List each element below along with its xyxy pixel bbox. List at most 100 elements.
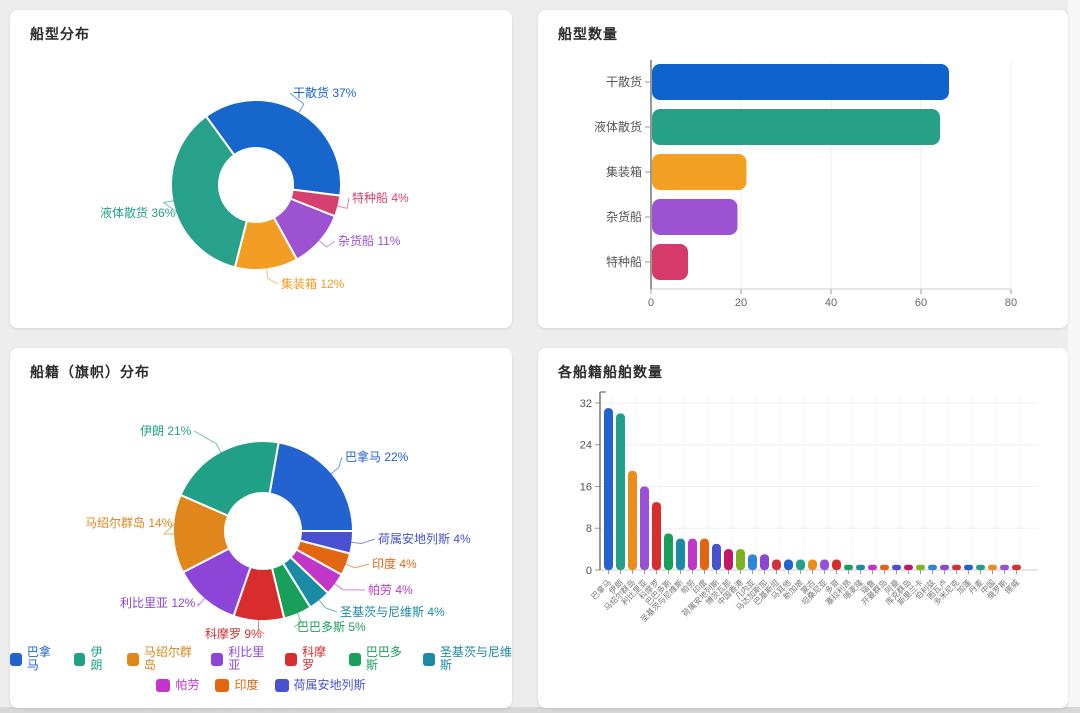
pie-label-集装箱: 集装箱 12% — [281, 276, 345, 291]
bar-伊朗[interactable] — [616, 413, 625, 570]
page-bottom-margin — [0, 707, 1080, 713]
bar-塞拉利昂[interactable] — [844, 564, 853, 570]
pie-label-line — [318, 240, 336, 248]
pie-label-line — [351, 538, 376, 545]
bar-库克群岛[interactable] — [904, 564, 913, 570]
legend-swatch — [215, 679, 230, 692]
bar-阿曼[interactable] — [892, 564, 901, 570]
bar-挪威[interactable] — [1012, 564, 1021, 570]
y-tick-label: 8 — [586, 523, 592, 535]
pie-label-马绍尔群岛: 马绍尔群岛 14% — [85, 515, 173, 530]
bar-圣基茨与尼维斯[interactable] — [676, 538, 685, 570]
legend-item-马绍尔群岛[interactable]: 马绍尔群岛 — [126, 646, 195, 672]
legend-swatch — [10, 652, 22, 666]
bar-巴拿马[interactable] — [604, 408, 613, 570]
x-tick-label: 80 — [1005, 297, 1017, 309]
flag-pie-legend: 巴拿马 伊朗 马绍尔群岛 利比里亚 科摩罗 巴巴多斯 圣基茨与尼维斯帕劳 印度 荷属安地列斯 — [10, 646, 512, 692]
legend-label: 圣基茨与尼维斯 — [439, 645, 512, 672]
bar-马耳他[interactable] — [784, 559, 793, 570]
legend-item-帕劳[interactable]: 帕劳 — [156, 679, 199, 692]
ship-type-donut-chart: 干散货 37% 特种船 4% 杂货船 11% 集装箱 12% 液体散货 36% — [100, 85, 409, 291]
pie-slice-伊朗[interactable] — [179, 440, 280, 518]
bar-印度[interactable] — [700, 538, 709, 570]
bar-俄罗斯[interactable] — [1000, 564, 1009, 570]
bar-开曼群岛[interactable] — [880, 564, 889, 570]
pie-label-line — [293, 612, 302, 628]
y-tick-label: 24 — [580, 440, 592, 452]
legend-item-利比里亚[interactable]: 利比里亚 — [211, 646, 269, 672]
pie-label-巴巴多斯: 巴巴多斯 5% — [297, 620, 366, 634]
pie-label-line — [193, 430, 222, 453]
pie-label-line — [162, 522, 176, 535]
legend-item-巴拿马[interactable]: 巴拿马 — [10, 646, 58, 672]
chart-title-ship-type-distribution: 船型分布 — [30, 26, 90, 42]
x-tick-label: 60 — [915, 297, 927, 309]
bar-杂货船[interactable] — [652, 199, 738, 235]
bar-坦桑尼亚[interactable] — [820, 559, 829, 570]
pie-slice-液体散货[interactable] — [170, 114, 249, 269]
bar-中国[interactable] — [988, 564, 997, 570]
legend-label: 印度 — [234, 678, 259, 692]
chart-title-ship-type-count: 船型数量 — [558, 26, 618, 42]
legend-item-印度[interactable]: 印度 — [215, 678, 259, 692]
x-tick-label: 40 — [825, 297, 837, 309]
pie-label-科摩罗: 科摩罗 9% — [205, 626, 262, 641]
legend-item-科摩罗[interactable]: 科摩罗 — [285, 646, 333, 672]
flag-count-bar-chart: 08162432巴拿马伊朗马绍尔群岛利比里亚科摩罗巴巴多斯圣基茨与尼维斯帕劳印度… — [580, 391, 1038, 624]
legend-swatch — [126, 652, 139, 666]
bar-瑙鲁[interactable] — [868, 564, 877, 570]
legend-item-巴巴多斯[interactable]: 巴巴多斯 — [348, 646, 407, 672]
legend-label: 帕劳 — [175, 678, 200, 692]
legend-row: 帕劳 印度 荷属安地列斯 — [156, 678, 366, 692]
pie-slice-干散货[interactable] — [204, 99, 342, 197]
bar-马绍尔群岛[interactable] — [628, 470, 637, 570]
bar-集装箱[interactable] — [652, 154, 747, 190]
bar-蒙古[interactable] — [808, 559, 817, 570]
card-flag-distribution: 船籍（旗帜）分布 巴拿马 22% 荷属安地列斯 4% 印度 4% 帕劳 4% 圣基茨与尼… — [10, 348, 512, 708]
pie-label-液体散货: 液体散货 36% — [100, 205, 176, 220]
bar-荷属安地列斯[interactable] — [712, 543, 721, 570]
bar-中国香港[interactable] — [736, 549, 745, 570]
bar-加蓬[interactable] — [964, 564, 973, 570]
bar-利比里亚[interactable] — [640, 486, 649, 570]
legend-item-荷属安地列斯[interactable]: 荷属安地列斯 — [274, 679, 366, 692]
x-tick-label: 20 — [735, 297, 747, 309]
bar-丹麦[interactable] — [976, 564, 985, 570]
bar-新加坡[interactable] — [796, 559, 805, 570]
pie-label-line — [334, 583, 366, 591]
legend-item-圣基茨与尼维斯[interactable]: 圣基茨与尼维斯 — [422, 645, 512, 672]
pie-label-干散货: 干散货 37% — [293, 85, 357, 100]
bar-液体散货[interactable] — [652, 109, 940, 145]
bar-博茨瓦那[interactable] — [724, 549, 733, 570]
y-category-label: 杂货船 — [606, 209, 642, 224]
legend-swatch — [211, 652, 224, 666]
bar-多哥[interactable] — [832, 559, 841, 570]
pie-label-line — [345, 563, 370, 569]
bar-巴巴多斯[interactable] — [664, 533, 673, 570]
y-category-label: 集装箱 — [606, 164, 642, 179]
bar-伯利兹[interactable] — [928, 564, 937, 570]
y-category-label: 特种船 — [606, 254, 642, 269]
bar-多米尼克[interactable] — [952, 564, 961, 570]
pie-slice-巴拿马[interactable] — [268, 441, 355, 532]
pie-label-荷属安地列斯: 荷属安地列斯 4% — [378, 531, 471, 546]
legend-swatch — [285, 652, 298, 666]
bar-帕劳[interactable] — [688, 538, 697, 570]
legend-swatch — [156, 679, 171, 692]
y-tick-label: 0 — [586, 565, 592, 577]
bar-几内亚[interactable] — [748, 554, 757, 570]
bar-巴基斯坦[interactable] — [772, 559, 781, 570]
legend-swatch — [422, 652, 435, 666]
bar-斯里兰卡[interactable] — [916, 564, 925, 570]
bar-喀麦隆[interactable] — [856, 564, 865, 570]
bar-科摩罗[interactable] — [652, 502, 661, 570]
legend-swatch — [348, 652, 361, 666]
legend-item-伊朗[interactable]: 伊朗 — [73, 646, 111, 672]
bar-干散货[interactable] — [652, 64, 949, 100]
bar-马达加斯加[interactable] — [760, 554, 769, 570]
y-category-label: 液体散货 — [594, 119, 642, 134]
card-flag-ship-count: 各船籍船舶数量 0 8 16 24 32 巴拿马 伊朗 马绍尔群岛 利比里亚 科摩罗 巴巴多斯 圣基茨… — [538, 348, 1068, 708]
bar-特种船[interactable] — [652, 244, 688, 280]
bar-图瓦卢[interactable] — [940, 564, 949, 570]
